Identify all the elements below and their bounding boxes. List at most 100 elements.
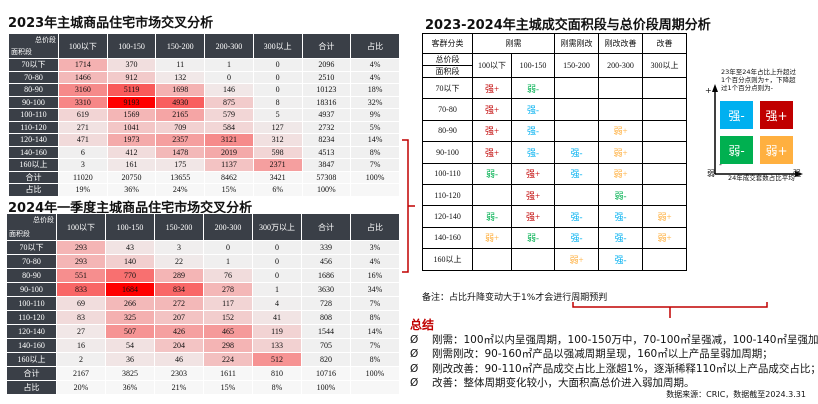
table-cell: 41 [252, 310, 302, 325]
table-cell: 808 [301, 310, 351, 325]
table-cell: 0 [203, 240, 253, 255]
row-header: 70-80 [8, 70, 59, 84]
cycle-cell [642, 141, 687, 164]
table-cell: 3 [154, 240, 204, 255]
table-cell: 5119 [106, 83, 157, 97]
row-header: 110-120 [8, 120, 59, 134]
table-cell: 6% [252, 183, 303, 197]
cycle-cell: 强- [511, 98, 555, 121]
table-cell: 2019 [204, 145, 254, 159]
table-cell: 57308 [301, 170, 352, 184]
table-cell: 117 [203, 296, 253, 311]
table-cell: 3160 [58, 83, 108, 97]
summary-item: Ø 刚需刚改：90-160㎡产品以强减周期呈现，160㎡以上产品呈弱加周期； [410, 347, 818, 362]
table-cell: 834 [154, 282, 204, 297]
table-cell: 2167 [56, 366, 106, 381]
table-cell: 770 [105, 268, 155, 283]
table-cell: 5% [350, 120, 400, 134]
cycle-cell: 弱+ [642, 205, 687, 228]
row-header: 100-110 [8, 108, 59, 122]
quadrant-weak-plus: 弱+ [760, 136, 793, 164]
column-header: 150-200 [155, 33, 206, 59]
bullet-icon: Ø [410, 333, 419, 346]
cycle-cell [642, 248, 687, 271]
table-cell: 34% [350, 282, 400, 297]
table-2023: 总价段 面积段 100以下 100-150 150-200 200-300 300以上 合计占… [8, 33, 400, 197]
table-cell: 8% [252, 380, 302, 395]
table-cell: 32% [350, 95, 400, 109]
column-header: 100-150 [106, 33, 157, 59]
table-cell: 1698 [155, 83, 206, 97]
row-header: 合计 [8, 170, 59, 184]
cycle-cell [472, 248, 512, 271]
table-cell: 8% [350, 310, 400, 325]
cycle-cell: 强- [598, 205, 643, 228]
table-cell: 11 [155, 58, 206, 72]
price-band: 100以下 [472, 53, 512, 78]
table-cell: 551 [56, 268, 106, 283]
cycle-cell: 弱- [472, 205, 512, 228]
table-cell: 293 [56, 254, 106, 269]
table-cell: 100% [301, 183, 352, 197]
row-header: 70以下 [8, 58, 59, 72]
table-row: 160以上 2 36 46 224 512 820 8% [6, 352, 400, 367]
table-cell: 5 [252, 108, 303, 122]
area-band: 140-160 [422, 226, 473, 250]
row-header: 160以上 [6, 352, 57, 367]
row-header: 占比 [8, 183, 59, 197]
table-cell: 2732 [301, 120, 352, 134]
table-cell: 3121 [204, 133, 254, 147]
table-cell: 312 [252, 133, 303, 147]
table-row: 合计 2167 3825 2303 1611 810 10716 100% [6, 366, 400, 381]
table-cell: 1569 [106, 108, 157, 122]
table-cell: 15% [203, 380, 253, 395]
row-header: 80-90 [6, 268, 57, 283]
table-cell: 3 [58, 158, 108, 172]
table-cell: 293 [56, 240, 106, 255]
table-cell: 456 [301, 254, 351, 269]
cycle-cell [511, 248, 555, 271]
table-cell: 339 [301, 240, 351, 255]
table-cell: 54 [105, 338, 155, 353]
cycle-cell: 强+ [511, 162, 555, 185]
cycle-legend: 23年至24年占比上升超过1个百分点则为+，下降超过1个百分点则为- + - 弱… [703, 68, 803, 182]
table-cell: 9% [350, 108, 400, 122]
table-cell: 1684 [105, 282, 155, 297]
column-header: 占比 [350, 213, 400, 241]
column-header: 300万以上 [252, 213, 302, 241]
table-row: 160以上 3 161 175 1137 2371 3847 7% [8, 158, 400, 172]
cycle-cell [598, 76, 643, 100]
table-cell: 1466 [58, 70, 108, 84]
table-cell: 272 [154, 296, 204, 311]
cycle-cell: 弱- [472, 162, 512, 185]
price-band: 100-150 [511, 53, 555, 78]
table-cell: 3825 [105, 366, 155, 381]
table-cell: 579 [204, 108, 254, 122]
area-band: 80-90 [422, 119, 473, 143]
table-cell: 810 [252, 366, 302, 381]
table-cell: 598 [252, 145, 303, 159]
table-cell: 21% [154, 380, 204, 395]
table-cell: 3847 [301, 158, 352, 172]
area-band: 100-110 [422, 162, 473, 185]
quadrant-strong-plus: 强+ [760, 101, 793, 129]
table-cell: 7% [350, 158, 400, 172]
corner-price: 总价段 [33, 216, 54, 224]
row-header: 70以下 [6, 240, 57, 255]
table-cell: 912 [106, 70, 157, 84]
cycle-row: 100-110 弱- 强+ 强- 弱+ [422, 162, 687, 185]
cycle-cell [642, 183, 687, 207]
table-cell: 1041 [106, 120, 157, 134]
area-band: 70-80 [422, 98, 473, 121]
cycle-cell: 弱- [511, 76, 555, 100]
table-cell: 728 [301, 296, 351, 311]
row-header: 90-100 [8, 95, 59, 109]
cycle-row: 70以下 强+ 弱- [422, 76, 687, 100]
table-cell: 127 [252, 120, 303, 134]
table-cell: 271 [58, 120, 108, 134]
customer-group: 刚需刚改 [554, 33, 599, 54]
cycle-row: 70-80 强+ 强- [422, 98, 687, 121]
table-cell: 10716 [301, 366, 351, 381]
legend-strong: 强 [793, 169, 801, 178]
summary-item: Ø 刚改改善：90-110㎡产品成交占比上涨超1%，逐渐稀释110㎡以上产品成交占… [410, 362, 818, 377]
